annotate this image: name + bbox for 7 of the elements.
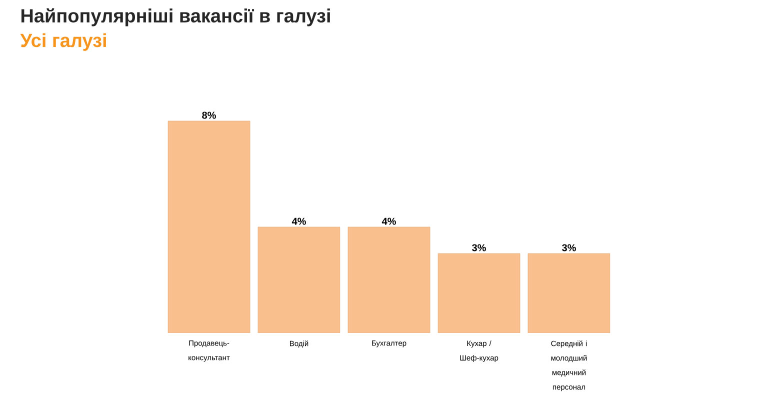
data-label: 4% — [382, 218, 396, 225]
data-label: 8% — [202, 112, 216, 119]
chart-title: Найпопулярніші вакансії в галузі — [21, 8, 330, 26]
data-label: 4% — [292, 218, 306, 225]
data-label: 3% — [562, 244, 576, 252]
data-label: 3% — [472, 244, 486, 252]
chart-subtitle: Усі галузі — [20, 33, 106, 51]
